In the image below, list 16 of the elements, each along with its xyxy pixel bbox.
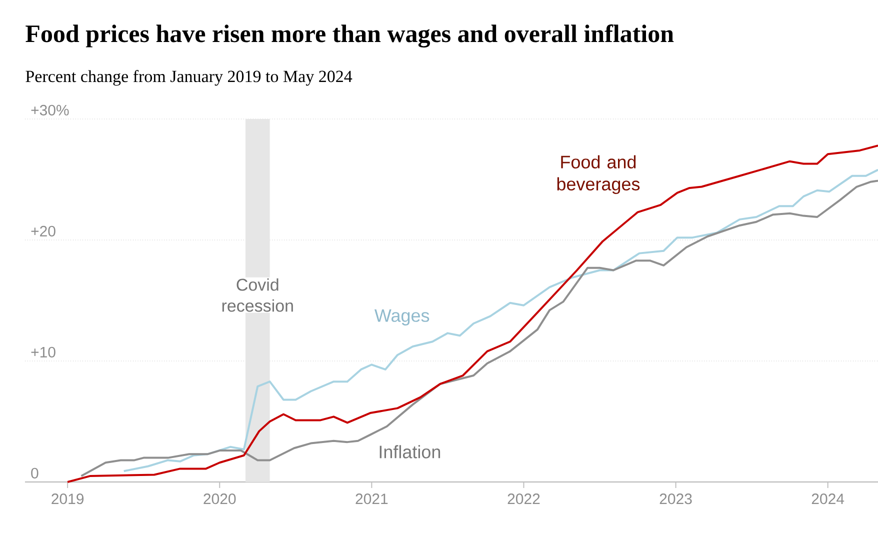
- series-label: Inflation: [380, 445, 440, 458]
- y-tick-label: +30%: [31, 104, 69, 116]
- x-tick-label: 2019: [52, 494, 84, 504]
- chart-subtitle: Percent change from January 2019 to May 2024: [26, 70, 352, 86]
- chart-title: Food prices have risen more than wages and overall inflation: [26, 24, 674, 48]
- y-tick-label: +10: [31, 346, 56, 358]
- x-tick-label: 2024: [812, 494, 844, 504]
- y-tick-label: +20: [31, 226, 56, 236]
- x-tick-label: 2022: [508, 494, 540, 504]
- x-tick-label: 2023: [660, 494, 692, 504]
- x-tick-label: 2021: [356, 494, 388, 504]
- y-tick-label: 0: [31, 468, 38, 478]
- series-label: Wages: [374, 309, 430, 326]
- x-tick-label: 2020: [204, 494, 236, 504]
- band-label: Covid recession: [222, 278, 293, 312]
- series-label: Food and beverages: [557, 155, 640, 194]
